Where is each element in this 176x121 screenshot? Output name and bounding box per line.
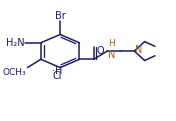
Text: N: N [135,45,142,55]
Text: Cl: Cl [52,71,62,81]
Text: OCH₃: OCH₃ [3,68,27,77]
Text: N: N [108,50,115,60]
Text: Br: Br [55,11,65,21]
Text: ·H: ·H [52,66,62,76]
Text: H₂N: H₂N [6,38,24,48]
Text: H: H [108,39,115,48]
Text: O: O [97,46,104,56]
